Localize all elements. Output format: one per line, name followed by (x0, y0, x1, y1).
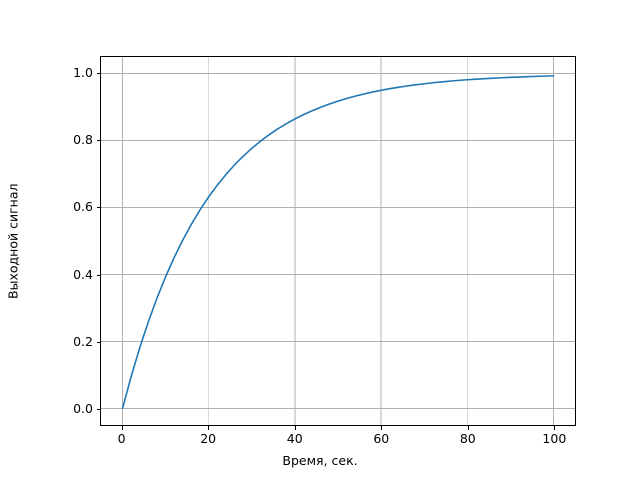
x-tick-mark (121, 426, 123, 430)
y-tick-mark (96, 274, 100, 276)
x-tick-label: 80 (459, 431, 476, 446)
y-tick-label: 0.4 (73, 266, 93, 282)
y-tick-mark (96, 409, 100, 411)
y-tick-mark (96, 207, 100, 209)
x-tick-mark (208, 426, 210, 430)
x-tick-mark (381, 426, 383, 430)
x-tick-mark (554, 426, 556, 430)
plot-axes (100, 56, 576, 426)
x-tick-label: 100 (542, 431, 567, 446)
series-line-output-signal (121, 75, 555, 410)
y-tick-label: 0.6 (73, 199, 93, 215)
y-axis-label-container: Выходной сигнал (0, 56, 28, 426)
data-curve-layer (121, 75, 555, 410)
x-tick-label: 0 (117, 431, 126, 446)
x-tick-mark (467, 426, 469, 430)
y-tick-mark (96, 341, 100, 343)
y-tick-label: 1.0 (73, 64, 93, 80)
y-axis-label: Выходной сигнал (5, 183, 21, 299)
x-tick-label: 40 (286, 431, 303, 446)
y-tick-mark (96, 72, 100, 74)
x-axis-label: Время, сек. (282, 453, 358, 468)
y-tick-label: 0.0 (73, 401, 93, 417)
y-tick-mark (96, 140, 100, 142)
y-tick-label: 0.2 (73, 333, 93, 349)
x-tick-label: 20 (200, 431, 217, 446)
x-tick-label: 60 (373, 431, 390, 446)
y-tick-label: 0.8 (73, 131, 93, 147)
x-tick-mark (294, 426, 296, 430)
